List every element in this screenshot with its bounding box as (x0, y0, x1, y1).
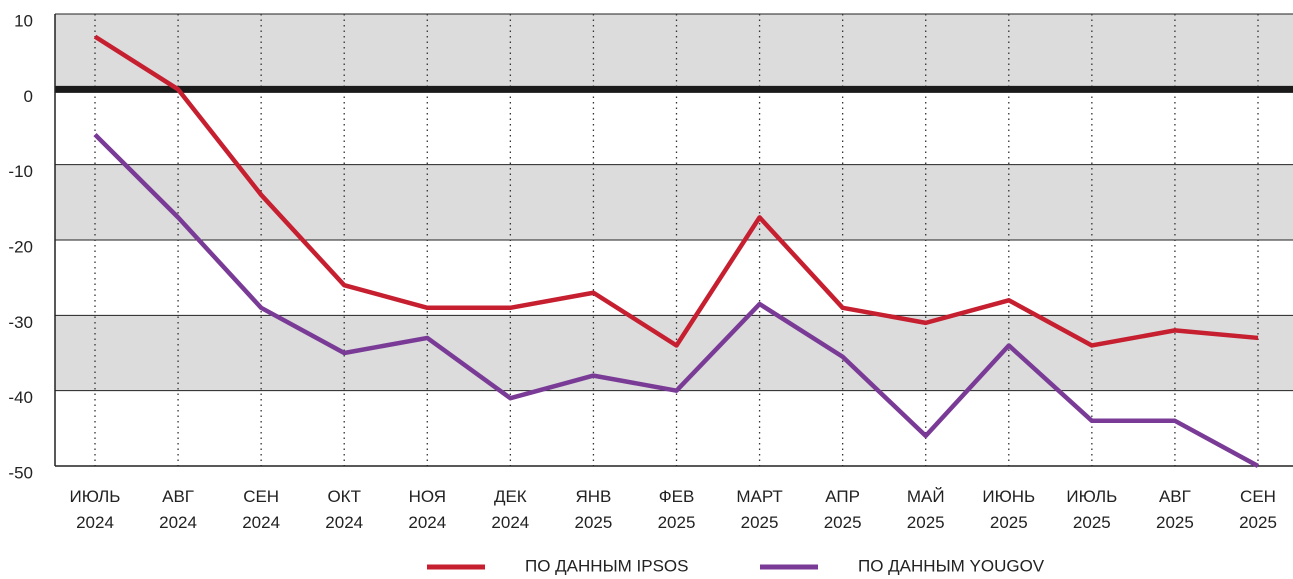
legend-label: ПО ДАННЫМ YOUGOV (858, 556, 1045, 575)
legend-label: ПО ДАННЫМ IPSOS (525, 556, 688, 575)
x-tick-label: СЕН 2025 (1239, 487, 1277, 532)
y-tick-label: -30 (8, 313, 33, 332)
band (55, 14, 1293, 90)
x-tick-label: МАЙ 2025 (906, 487, 945, 532)
x-tick-label: ДЕК 2024 (491, 487, 530, 532)
y-tick-label: 10 (14, 11, 33, 30)
x-tick-label: АВГ 2025 (1156, 487, 1194, 532)
x-tick-label: СЕН 2024 (242, 487, 281, 532)
y-tick-label: -10 (8, 162, 33, 181)
x-tick-label: ОКТ 2024 (325, 487, 364, 532)
x-tick-label: ИЮНЬ 2025 (982, 487, 1036, 532)
series-line (93, 132, 1260, 468)
y-tick-label: -50 (8, 463, 33, 482)
y-tick-label: 0 (24, 87, 33, 106)
x-tick-label: ЯНВ 2025 (574, 487, 613, 532)
series-line (93, 34, 1259, 348)
x-tick-label: АВГ 2024 (159, 487, 197, 532)
x-tick-label: ФЕВ 2025 (657, 487, 696, 532)
x-tick-label: НОЯ 2024 (408, 487, 447, 532)
x-tick-label: АПР 2025 (823, 487, 862, 532)
x-tick-label: МАРТ 2025 (736, 487, 783, 532)
y-tick-label: -20 (8, 237, 33, 256)
x-tick-label: ИЮЛЬ 2025 (1066, 487, 1118, 532)
band (55, 315, 1293, 391)
x-tick-label: ИЮЛЬ 2024 (69, 487, 121, 532)
y-tick-label: -40 (8, 388, 33, 407)
band (55, 164, 1293, 240)
